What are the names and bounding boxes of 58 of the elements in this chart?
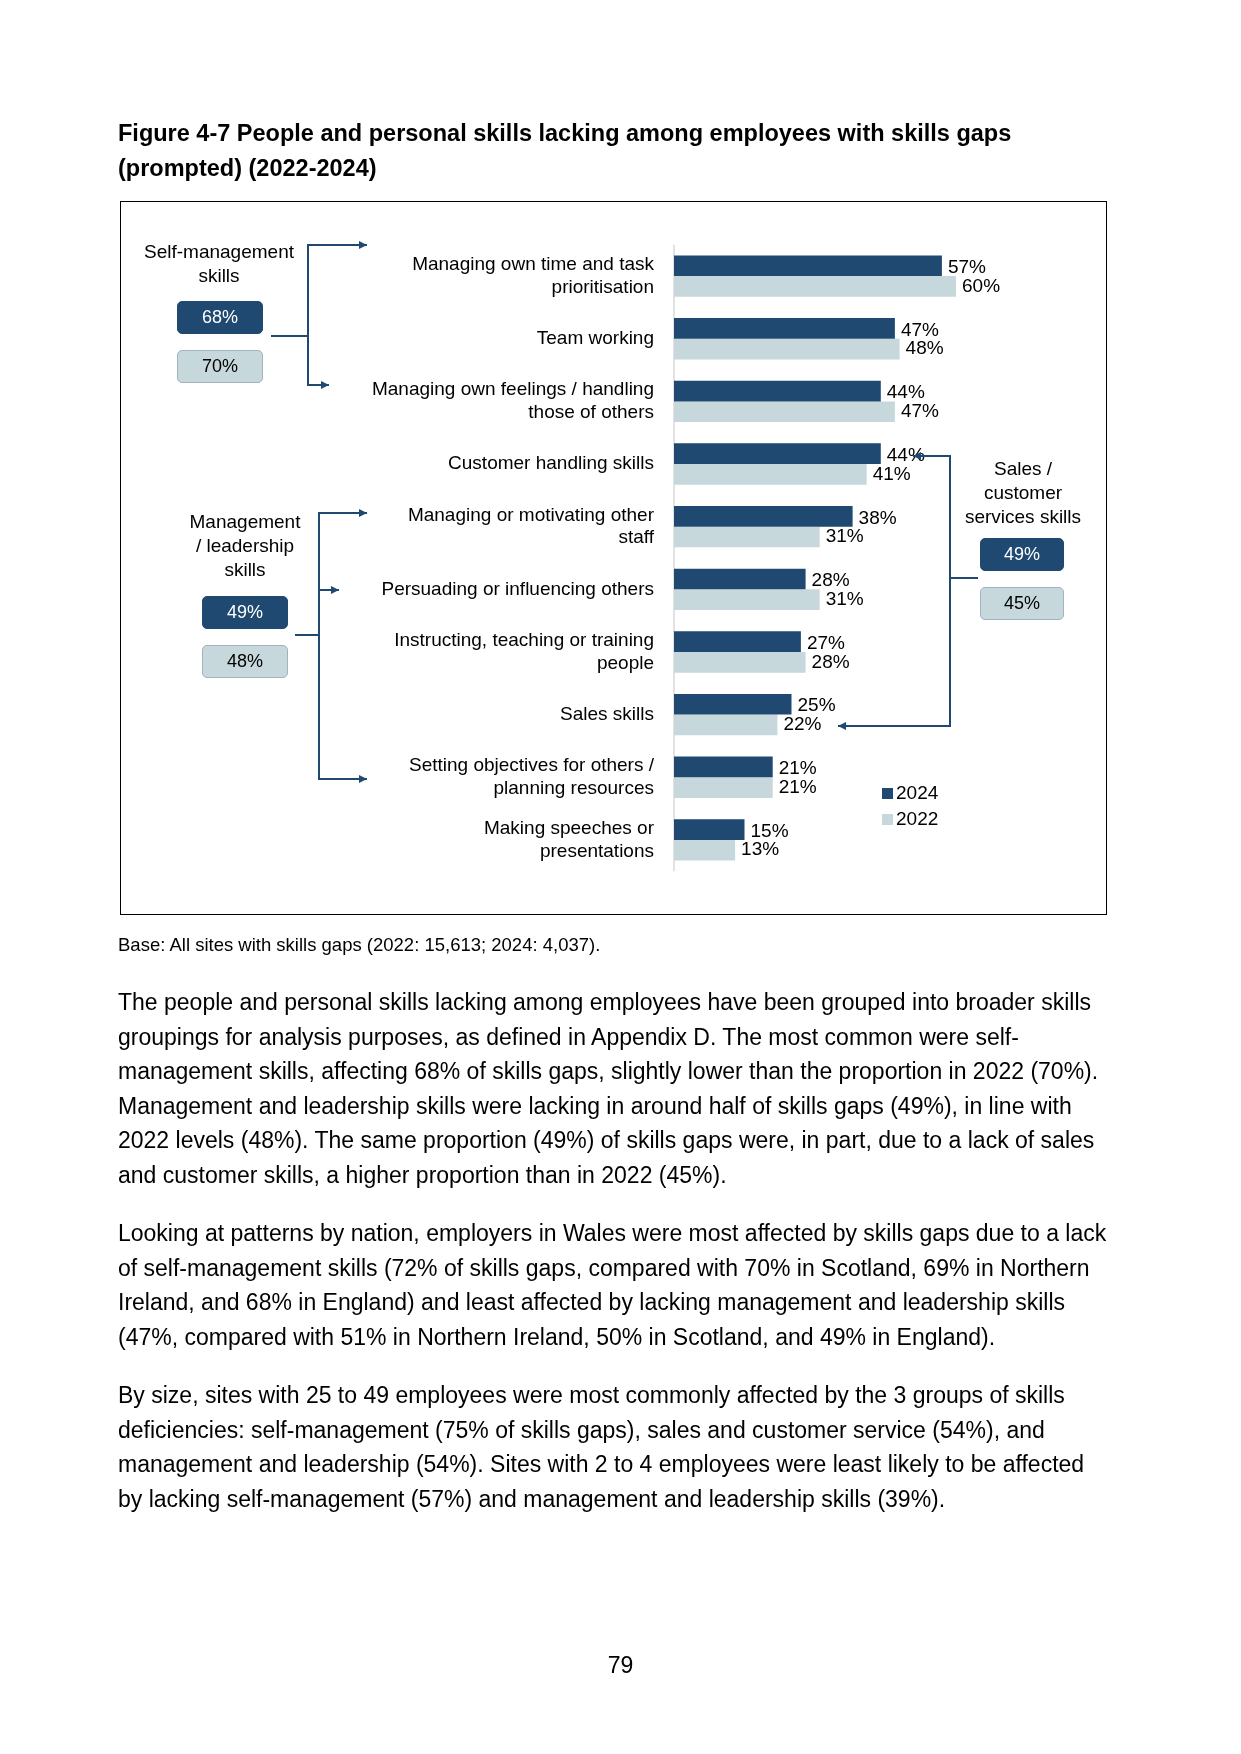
y-tick-label: Persuading or influencing others xyxy=(381,577,654,599)
bar xyxy=(674,714,778,736)
bar xyxy=(674,568,806,590)
data-label: 38% xyxy=(858,506,897,528)
bar xyxy=(674,589,820,610)
text: 45% xyxy=(980,587,1064,620)
y-tick-label: Managing or motivating other staff xyxy=(407,503,655,548)
text: 49% xyxy=(980,538,1064,571)
text: By size, sites with 25 to 49 employees were most commonly affected by the 3 groups of skills deficiencies: self-management (75% of skills gaps), sales and customer service (54%), and management and leadership (54%). Sites with 2 to 4 employees were least likely to be affected by lacking self-management (57%) and management and leadership skills (39%). xyxy=(118,1381,1086,1514)
bar xyxy=(674,651,806,673)
text: The people and personal skills lacking among employees have been grouped into broader skills groupings for analysis purposes, as defined in Appendix D. The most common were self-management skills, affecting 68% of skills gaps, slightly lower than the proportion in 2022 (70%). Management and leadership skills were lacking in around half of skills gaps (49%), in line with 2022 levels (48%). The same proportion (49%) of skills gaps were, in part, due to a lack of sales and customer skills, a higher proportion than in 2022 (45%). xyxy=(118,988,1100,1190)
data-label: 25% xyxy=(797,694,836,716)
data-label: 22% xyxy=(783,713,822,735)
bar xyxy=(674,338,900,360)
text: Sales / customer services skills xyxy=(963,457,1083,529)
text: 68% xyxy=(177,301,263,334)
chart-title: Figure 4-7 People and personal skills lacking among employees with skills gaps (prompted) (2022-2024) xyxy=(118,119,1013,183)
y-tick-label: Making speeches or presentations xyxy=(483,816,655,861)
legend-label: 2024 xyxy=(895,781,939,805)
y-tick-label: Setting objectives for others / planning resources xyxy=(408,754,655,798)
y-tick-label: Managing own feelings / handling those of others xyxy=(371,378,654,423)
y-tick-label: Instructing, teaching or training people xyxy=(394,628,654,673)
bar xyxy=(674,464,867,485)
y-tick-label: Sales skills xyxy=(560,702,654,724)
y-tick-label: Customer handling skills xyxy=(448,452,654,474)
bar xyxy=(674,255,942,277)
text: 48% xyxy=(202,645,288,678)
bar xyxy=(674,318,895,339)
text: Looking at patterns by nation, employers in Wales were most affected by skills gaps due to a lack of self-management skills (72% of skills gaps, compared with 70% in Scotland, 69% in Northern Ireland, and 68% in England) and least affected by lacking management and leadership skills (47%, compared with 51% in Northern Ireland, 50% in Scotland, and 49% in England). xyxy=(118,1219,1108,1352)
text: Self-management skills xyxy=(143,240,295,288)
bar xyxy=(674,631,801,652)
bar xyxy=(674,380,881,402)
bar xyxy=(674,506,853,527)
data-label: 15% xyxy=(750,819,789,841)
data-label: 41% xyxy=(872,462,911,484)
bar xyxy=(674,777,773,798)
y-tick-label: Team working xyxy=(536,326,654,348)
bar xyxy=(674,526,820,548)
text: Management / leadership skills xyxy=(188,510,302,582)
bar xyxy=(674,401,895,423)
data-label: 27% xyxy=(806,631,846,653)
bar xyxy=(674,839,736,861)
legend-label: 2022 xyxy=(895,807,939,831)
bar xyxy=(674,693,792,715)
data-label: 31% xyxy=(825,525,864,547)
data-label: 13% xyxy=(741,838,780,860)
data-label: 28% xyxy=(811,650,850,672)
bar xyxy=(674,819,745,840)
bar xyxy=(674,276,956,297)
data-label: 48% xyxy=(905,337,944,359)
text: 79 xyxy=(606,1652,635,1679)
text: Base: All sites with skills gaps (2022: 15,613; 2024: 4,037). xyxy=(118,934,601,956)
y-tick-label: Managing own time and task prioritisation xyxy=(412,252,655,297)
text: 49% xyxy=(202,596,288,629)
data-label: 47% xyxy=(900,318,940,340)
bar xyxy=(674,443,881,465)
bar xyxy=(674,756,773,778)
text: 70% xyxy=(177,350,263,383)
